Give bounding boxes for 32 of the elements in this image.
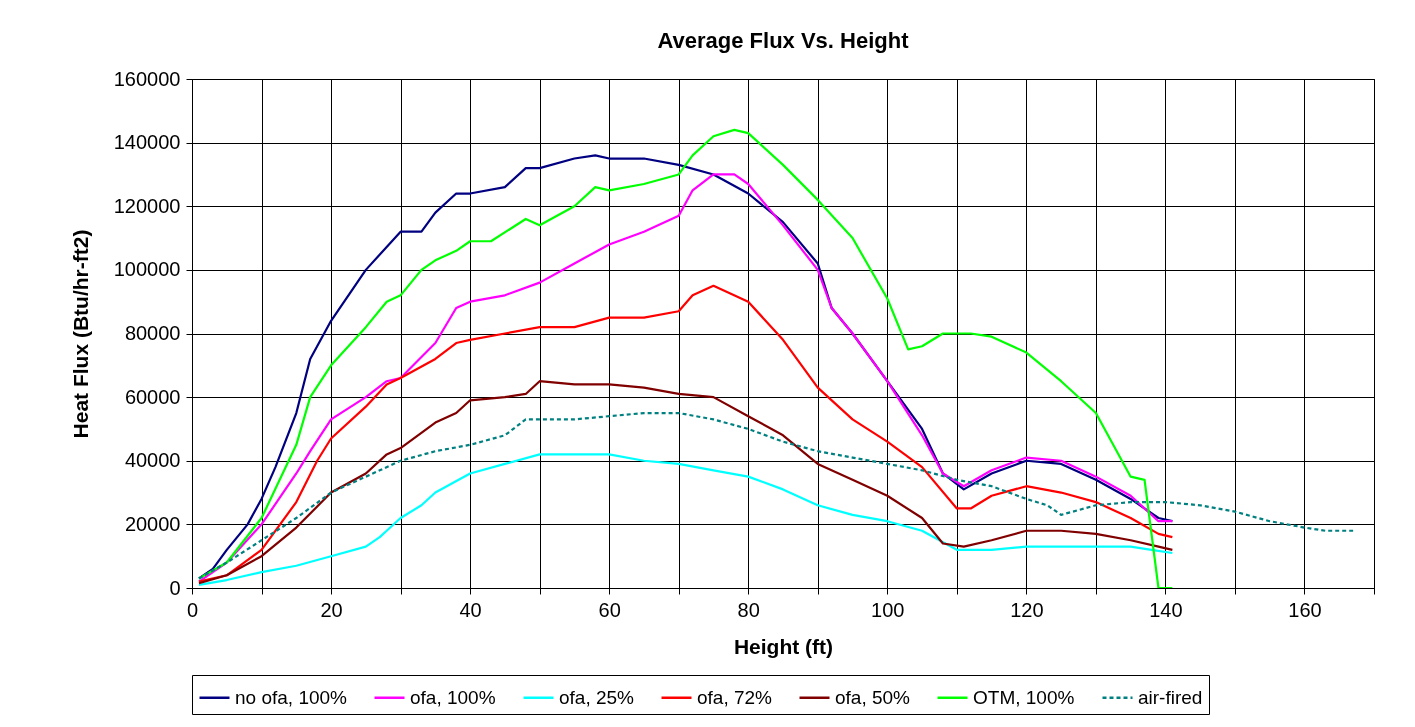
legend-label: no ofa, 100% bbox=[235, 686, 348, 708]
x-tick-label: 20 bbox=[320, 598, 343, 621]
legend-label: ofa, 25% bbox=[559, 686, 635, 708]
y-axis-title: Heat Flux (Btu/hr-ft2) bbox=[68, 229, 92, 439]
x-tick-label: 120 bbox=[1010, 598, 1044, 621]
y-tick-label: 60000 bbox=[124, 385, 181, 408]
x-tick-label: 160 bbox=[1288, 598, 1322, 621]
y-tick-label: 160000 bbox=[113, 67, 181, 90]
line-series bbox=[197, 380, 1174, 585]
y-tick-label: 120000 bbox=[113, 194, 181, 217]
y-tick-label: 40000 bbox=[124, 449, 181, 472]
x-tick-label: 0 bbox=[186, 598, 199, 621]
x-tick-label: 100 bbox=[871, 598, 905, 621]
x-tick-label: 80 bbox=[737, 598, 760, 621]
y-tick-label: 80000 bbox=[124, 322, 181, 344]
y-tick-label: 140000 bbox=[113, 131, 181, 154]
x-axis-title: Height (ft) bbox=[733, 634, 834, 658]
legend-label: ofa, 50% bbox=[835, 686, 911, 708]
line-series bbox=[197, 411, 1355, 580]
x-tick-label: 140 bbox=[1149, 598, 1183, 621]
chart-title: Average Flux Vs. Height bbox=[657, 28, 910, 53]
x-tick-label: 40 bbox=[459, 598, 482, 621]
legend-label: OTM, 100% bbox=[973, 686, 1075, 708]
line-series bbox=[197, 284, 1174, 583]
line-series bbox=[197, 453, 1174, 586]
legend-label: ofa, 100% bbox=[410, 686, 496, 708]
y-tick-label: 100000 bbox=[113, 258, 181, 281]
y-tick-label: 0 bbox=[169, 576, 181, 599]
legend-label: air-fired bbox=[1138, 686, 1203, 708]
x-tick-label: 60 bbox=[598, 598, 621, 621]
legend-label: ofa, 72% bbox=[697, 686, 773, 708]
y-tick-label: 20000 bbox=[124, 512, 181, 535]
